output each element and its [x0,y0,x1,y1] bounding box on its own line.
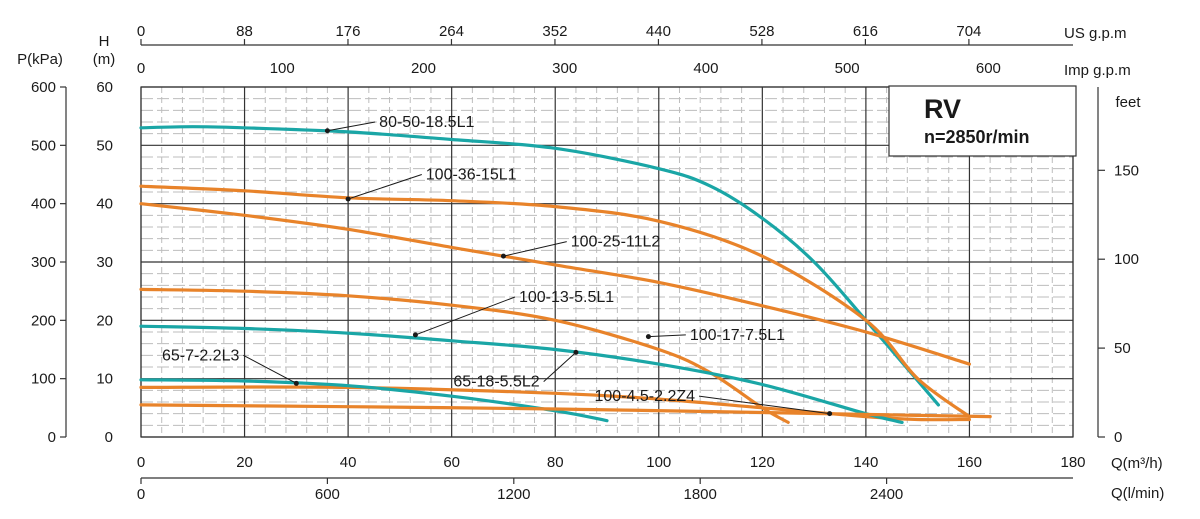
curve-65-18-5.5L2 [139,324,904,424]
feet-axis-title: feet [1115,94,1141,111]
head-tick-label: 40 [96,196,113,213]
x-tick-label: 160 [957,454,982,471]
lpm-tick-label: 600 [315,486,340,503]
pressure-tick-label: 400 [31,196,56,213]
usgpm-tick-label: 704 [956,23,981,40]
usgpm-axis-title: US g.p.m [1064,25,1127,42]
x-tick-label: 140 [853,454,878,471]
head-tick-label: 30 [96,254,113,271]
leader-dot [324,128,330,134]
curve-label-100-13-5.5L1: 100-13-5.5L1 [519,289,614,306]
x-tick-label: 20 [236,454,253,471]
head-tick-label: 20 [96,312,113,329]
x-tick-label: 80 [547,454,564,471]
leader-line [648,334,686,338]
leader-line [543,352,577,382]
feet-tick-label: 0 [1114,429,1122,446]
curve-100-17-7.5L1 [139,385,971,422]
head-tick-label: 60 [96,79,113,96]
head-tick-label: 50 [96,137,113,154]
leader-dot [293,380,299,386]
x-tick-label: 180 [1060,454,1085,471]
curve-label-100-17-7.5L1: 100-17-7.5L1 [690,327,785,344]
head-tick-label: 0 [105,429,113,446]
leader-dot [345,196,351,202]
axes: 0 20 40 60 80 100 120 140 160 1800 600 1200 1800 2400… [31,23,1139,503]
lpm-tick-label: 1200 [497,486,530,503]
impgpm-tick-label: 600 [976,60,1001,77]
usgpm-tick-label: 0 [137,23,145,40]
impgpm-axis-title: Imp g.p.m [1064,62,1131,79]
leader-line [347,174,422,200]
usgpm-tick-label: 264 [439,23,464,40]
x-tick-label: 100 [646,454,671,471]
head-axis-title: H [99,33,110,50]
leader-dot [412,332,418,338]
curve-100-25-11L2 [139,202,971,366]
lpm-tick-label: 0 [137,486,145,503]
usgpm-tick-label: 352 [542,23,567,40]
x-tick-label: 40 [340,454,357,471]
usgpm-tick-label: 440 [646,23,671,40]
usgpm-tick-label: 176 [335,23,360,40]
leader-dot [827,411,833,417]
lpm-tick-label: 2400 [870,486,903,503]
leader-line [327,121,376,132]
pressure-tick-label: 200 [31,312,56,329]
curve-label-80-50-18.5L1: 80-50-18.5L1 [379,114,474,131]
impgpm-tick-label: 200 [411,60,436,77]
annotations: 80-50-18.5L1 100-36-15L1 100-25-11L2 100-13… [162,114,833,417]
lpm-tick-label: 1800 [684,486,717,503]
leader-line [503,241,567,257]
leader-dot [645,334,651,340]
pressure-tick-label: 0 [48,429,56,446]
curves [139,125,992,424]
chart-title: RV [924,94,961,124]
feet-tick-label: 100 [1114,251,1139,268]
curve-65-7-2.2L3 [139,378,609,423]
usgpm-tick-label: 88 [236,23,253,40]
pressure-tick-label: 300 [31,254,56,271]
curve-100-4.5-2.2Z4 [139,403,992,419]
chart-subtitle: n=2850r/min [924,127,1030,147]
curve-label-65-18-5.5L2: 65-18-5.5L2 [453,374,539,391]
flow-lpm-axis-title: Q(l/min) [1111,485,1164,502]
pressure-tick-label: 500 [31,137,56,154]
impgpm-tick-label: 100 [270,60,295,77]
feet-tick-label: 50 [1114,340,1131,357]
leader-line [243,354,297,384]
impgpm-tick-label: 500 [835,60,860,77]
x-tick-label: 0 [137,454,145,471]
speed-box: RV n=2850r/min [888,85,1077,157]
plot-frame [140,86,1074,438]
leader-line [698,395,830,415]
pressure-axis-title: P(kPa) [17,51,63,68]
curve-100-36-15L1 [139,184,971,419]
x-tick-label: 60 [443,454,460,471]
pressure-tick-label: 600 [31,79,56,96]
impgpm-tick-label: 400 [693,60,718,77]
curve-100-13-5.5L1 [139,287,790,424]
flow-m3h-axis-title: Q(m³/h) [1111,455,1163,472]
leader-dot [573,349,579,355]
curve-label-100-36-15L1: 100-36-15L1 [426,167,517,184]
curve-label-100-25-11L2: 100-25-11L2 [571,234,661,251]
feet-tick-label: 150 [1114,162,1139,179]
head-tick-label: 10 [96,371,113,388]
pressure-tick-label: 100 [31,371,56,388]
leader-dot [500,253,506,259]
head-axis-unit: (m) [93,51,116,68]
impgpm-tick-label: 300 [552,60,577,77]
curve-label-65-7-2.2L3: 65-7-2.2L3 [162,347,239,364]
curve-80-50-18.5L1 [139,125,940,407]
curve-label-100-4.5-2.2Z4: 100-4.5-2.2Z4 [595,388,696,405]
x-tick-label: 120 [750,454,775,471]
usgpm-tick-label: 528 [749,23,774,40]
impgpm-tick-label: 0 [137,60,145,77]
usgpm-tick-label: 616 [853,23,878,40]
leader-line [415,296,516,336]
